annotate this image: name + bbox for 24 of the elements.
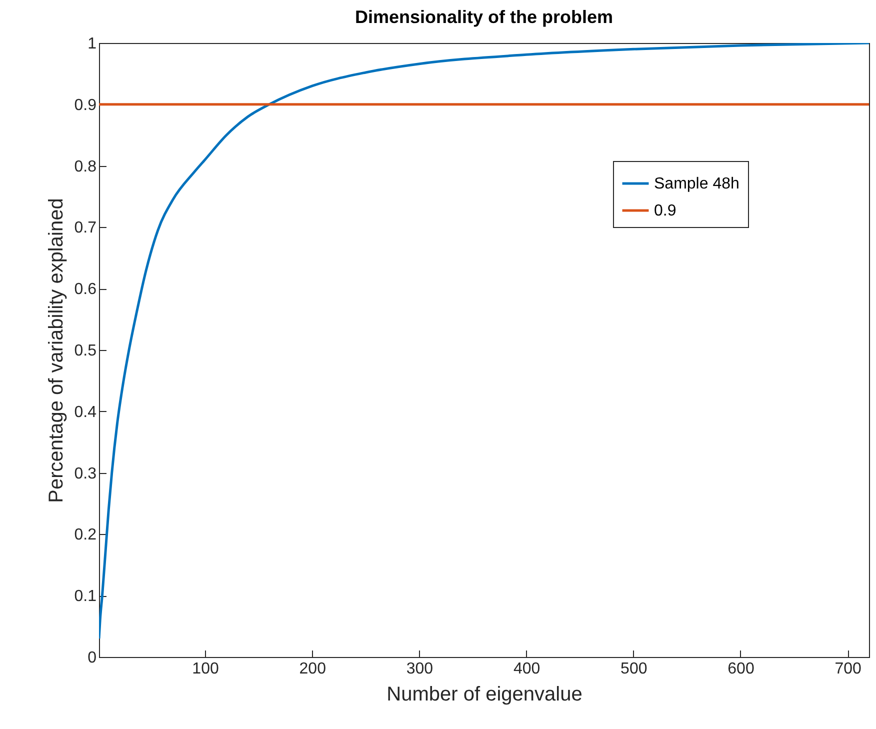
y-tick-label: 0.8 [74,158,97,176]
y-tick-label: 0.7 [74,220,97,237]
x-tick-label: 500 [620,660,648,678]
chart-title: Dimensionality of the problem [354,7,614,27]
legend-label: Sample 48h [654,176,740,192]
x-tick-label: 100 [192,660,219,678]
x-tick-label: 700 [834,660,862,678]
y-tick-label: 0.5 [74,342,97,360]
y-tick-label: 0 [88,650,97,666]
line-series [99,43,869,640]
y-tick-label: 0.1 [74,588,97,606]
legend-label: 0.9 [654,202,676,220]
x-axis-title: Number of eigenvalue [386,684,582,706]
y-tick-label: 0.6 [74,281,97,298]
y-tick-label: 1 [88,36,97,52]
y-tick-label: 0.4 [74,404,97,421]
x-tick-label: 600 [728,660,754,678]
y-tick-label: 0.3 [74,465,97,482]
y-tick-label: 0.2 [74,526,97,544]
x-tick-label: 400 [513,660,540,678]
x-tick-label: 300 [406,660,434,678]
y-tick-label: 0.9 [74,96,97,114]
x-tick-label: 200 [299,660,326,678]
y-axis-title: Percentage of variability explained [45,198,68,503]
